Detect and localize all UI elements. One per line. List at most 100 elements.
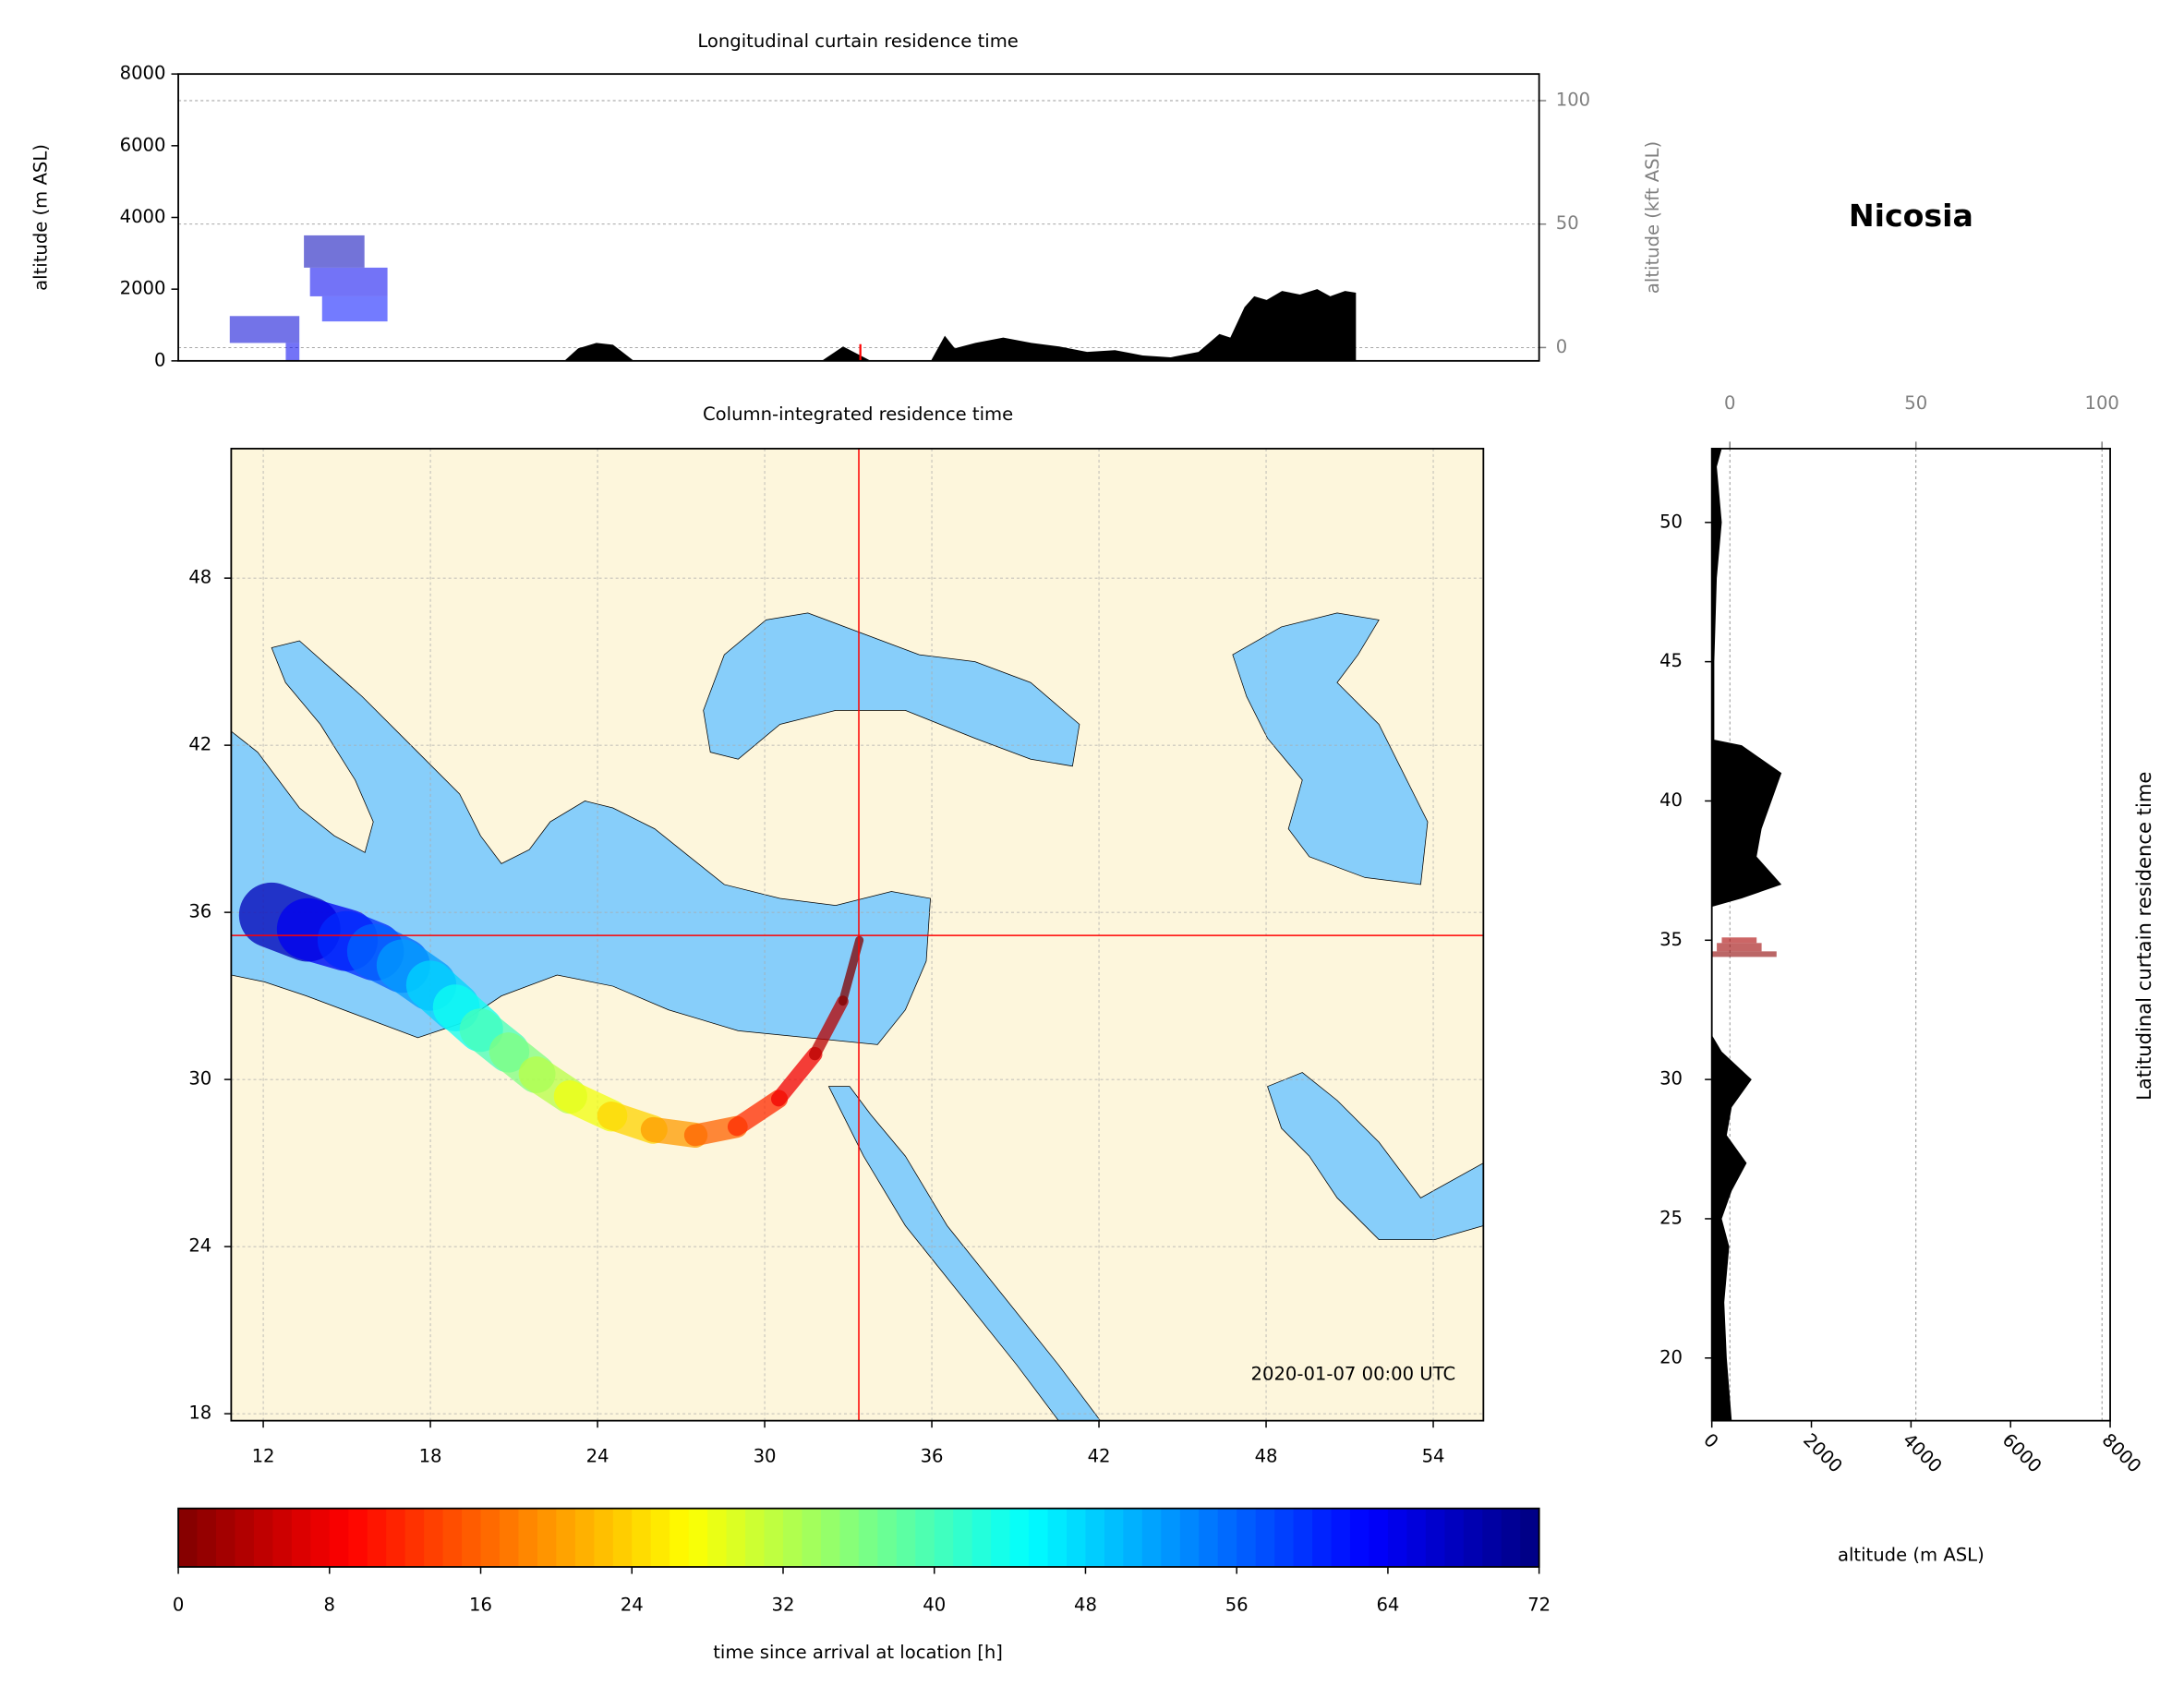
colorbar-segment [670, 1508, 690, 1568]
colorbar-segment [1141, 1508, 1163, 1568]
y-tick-label: 20 [1659, 1346, 1683, 1367]
colorbar-segment [1199, 1508, 1219, 1568]
colorbar-segment [1387, 1508, 1408, 1568]
trajectory-segment [727, 1090, 789, 1137]
colorbar-segment [367, 1508, 387, 1568]
residence-cell [1721, 937, 1757, 944]
persian-gulf [1267, 1072, 1484, 1240]
y2-tick-label: 0 [1556, 336, 1567, 357]
x-tick-label: 0 [1699, 1429, 1722, 1452]
y-tick-label: 35 [1659, 929, 1683, 950]
colorbar-segment [1349, 1508, 1370, 1568]
x-tick-label: 56 [1225, 1595, 1249, 1616]
colorbar-segment [877, 1508, 898, 1568]
colorbar-segment [802, 1508, 822, 1568]
y-tick-label: 48 [188, 567, 211, 588]
x-tick-label: 8 [324, 1595, 335, 1616]
trajectory-segment [838, 935, 864, 1006]
colorbar-segment [726, 1508, 746, 1568]
colorbar-segment [1274, 1508, 1295, 1568]
residence-cell [1717, 943, 1762, 952]
x-tick-label: 0 [173, 1595, 184, 1616]
x-tick-label: 32 [772, 1595, 795, 1616]
residence-cell [1711, 951, 1777, 957]
x2-tick-label: 0 [1724, 392, 1735, 414]
colorbar-segment [442, 1508, 463, 1568]
colorbar-segment [348, 1508, 368, 1568]
x-tick-label: 48 [1255, 1445, 1278, 1466]
colorbar-label: time since arrival at location [h] [713, 1642, 1003, 1663]
x-tick-label: 72 [1527, 1595, 1551, 1616]
profile-ylabel: Latitudinal curtain residence time [2132, 772, 2155, 1101]
colorbar-segment [556, 1508, 576, 1568]
axes-frame [177, 1507, 1540, 1568]
residence-cell [321, 295, 388, 322]
axes-frame [1710, 447, 2111, 1422]
y-tick-label: 40 [1659, 789, 1683, 811]
colorbar-segment [291, 1508, 312, 1568]
y-tick-label: 0 [154, 349, 165, 370]
colorbar-segment [1066, 1508, 1087, 1568]
y2-tick-label: 50 [1556, 212, 1579, 234]
residence-cell [309, 267, 388, 296]
residence-cell [285, 343, 300, 361]
colorbar-segment [820, 1508, 841, 1568]
y-tick-label: 8000 [120, 63, 166, 84]
profile-xlabel: altitude (m ASL) [1838, 1544, 1985, 1565]
map-base [231, 448, 1484, 1421]
colorbar-segment [650, 1508, 670, 1568]
colorbar-segment [272, 1508, 293, 1568]
axes-frame [230, 447, 1485, 1422]
x-tick-label: 18 [419, 1445, 442, 1466]
station-title: Nicosia [1849, 198, 1973, 234]
colorbar-segment [386, 1508, 406, 1568]
colorbar-segment [1104, 1508, 1125, 1568]
terrain-profile [1711, 448, 1782, 1421]
colorbar-segment [1406, 1508, 1427, 1568]
terrain-area [564, 289, 1357, 361]
colorbar-segment [1029, 1508, 1049, 1568]
colorbar-segment [1047, 1508, 1068, 1568]
colorbar-segment [329, 1508, 350, 1568]
colorbar-segment [839, 1508, 860, 1568]
x2-tick-label: 50 [1904, 392, 1927, 414]
colorbar-segment [934, 1508, 954, 1568]
x-tick-label: 4000 [1899, 1429, 1947, 1477]
top-title: Longitudinal curtain residence time [697, 30, 1019, 52]
x-tick-label: 42 [1088, 1445, 1111, 1466]
colorbar-segment [424, 1508, 444, 1568]
colorbar-segment [462, 1508, 482, 1568]
colorbar-segment [1217, 1508, 1237, 1568]
colorbar-segment [215, 1508, 236, 1568]
colorbar-segment [574, 1508, 596, 1568]
colorbar-segment [537, 1508, 558, 1568]
colorbar-segment [1331, 1508, 1351, 1568]
y-tick-label: 36 [188, 901, 211, 922]
x-tick-label: 24 [621, 1595, 644, 1616]
colorbar-segment [1161, 1508, 1181, 1568]
colorbar-segment [1482, 1508, 1502, 1568]
colorbar-segment [235, 1508, 255, 1568]
colorbar-segment [1009, 1508, 1030, 1568]
colorbar-segment [404, 1508, 425, 1568]
colorbar-segment [1520, 1508, 1540, 1568]
y-tick-label: 42 [188, 734, 211, 755]
y-tick-label: 30 [1659, 1068, 1683, 1090]
colorbar-segment [688, 1508, 708, 1568]
trajectory-segment [809, 995, 849, 1061]
colorbar-segment [858, 1508, 879, 1568]
y2-tick-label: 100 [1556, 90, 1590, 111]
timestamp: 2020-01-07 00:00 UTC [1251, 1363, 1456, 1384]
y-tick-label: 2000 [120, 278, 166, 299]
colorbar-segment [1293, 1508, 1313, 1568]
map-title: Column-integrated residence time [703, 403, 1013, 425]
x2-tick-label: 100 [2084, 392, 2118, 414]
axes-frame [177, 73, 1540, 362]
colorbar-segment [178, 1508, 199, 1568]
colorbar-segment [1237, 1508, 1257, 1568]
colorbar-segment [594, 1508, 614, 1568]
y-tick-label: 25 [1659, 1207, 1683, 1228]
colorbar-segment [1501, 1508, 1521, 1568]
